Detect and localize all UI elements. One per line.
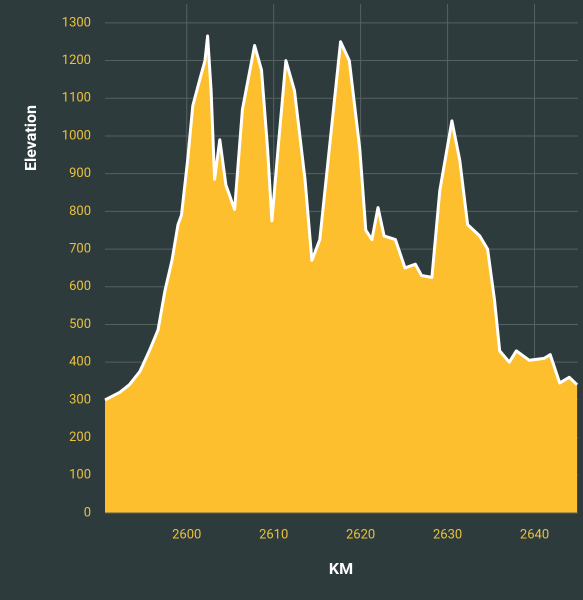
x-tick-label: 2610 (259, 527, 288, 542)
y-tick-label: 500 (69, 317, 91, 332)
y-tick-label: 1300 (62, 15, 91, 30)
line (104, 34, 579, 402)
y-tick-label: 700 (69, 242, 91, 257)
y-tick-label: 1100 (62, 91, 91, 106)
y-tick-label: 200 (69, 430, 91, 445)
y-tick-label: 1000 (62, 128, 91, 143)
x-tick-label: 2640 (520, 527, 549, 542)
x-tick-label: 2630 (433, 527, 462, 542)
y-axis-title: Elevation (21, 105, 40, 171)
y-tick-label: 900 (69, 166, 91, 181)
x-tick-label: 2620 (346, 527, 375, 542)
y-tick-label: 800 (69, 204, 91, 219)
y-tick-label: 600 (69, 279, 91, 294)
y-tick-label: 0 (84, 505, 91, 520)
area (105, 36, 578, 513)
y-tick-label: 100 (69, 468, 91, 483)
x-axis-title: KM (329, 559, 353, 578)
y-tick-label: 300 (69, 392, 91, 407)
x-tick-label: 2600 (172, 527, 201, 542)
y-tick-label: 400 (69, 355, 91, 370)
y-tick-label: 1200 (62, 53, 91, 68)
